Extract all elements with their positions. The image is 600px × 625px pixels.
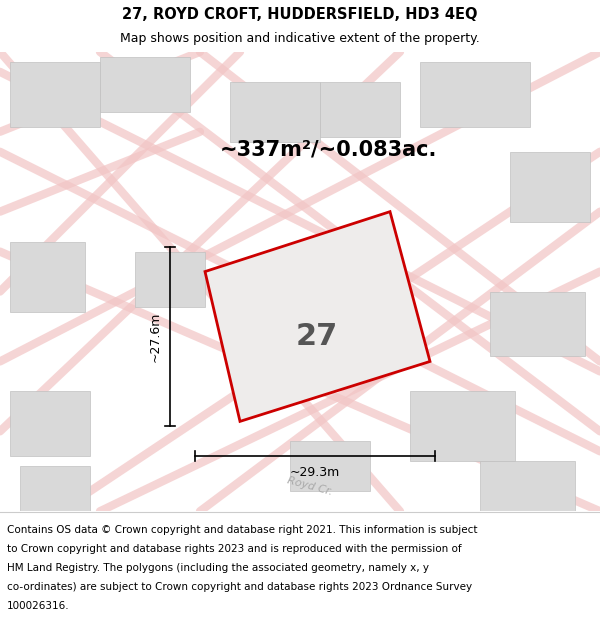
Text: Royd Cr.: Royd Cr. xyxy=(286,476,334,497)
Text: 100026316.: 100026316. xyxy=(7,601,70,611)
Text: HM Land Registry. The polygons (including the associated geometry, namely x, y: HM Land Registry. The polygons (includin… xyxy=(7,563,429,573)
Bar xyxy=(10,62,100,127)
Bar xyxy=(410,391,515,461)
Text: to Crown copyright and database rights 2023 and is reproduced with the permissio: to Crown copyright and database rights 2… xyxy=(7,544,462,554)
Bar xyxy=(100,57,190,112)
Bar xyxy=(510,152,590,222)
Bar xyxy=(290,441,370,491)
Text: Map shows position and indicative extent of the property.: Map shows position and indicative extent… xyxy=(120,32,480,46)
Bar xyxy=(490,291,585,356)
Bar xyxy=(320,82,400,137)
Bar xyxy=(420,62,530,127)
Bar xyxy=(10,242,85,311)
Text: ~337m²/~0.083ac.: ~337m²/~0.083ac. xyxy=(220,140,437,160)
Text: 27, ROYD CROFT, HUDDERSFIELD, HD3 4EQ: 27, ROYD CROFT, HUDDERSFIELD, HD3 4EQ xyxy=(122,7,478,22)
Bar xyxy=(10,391,90,456)
Bar xyxy=(20,466,90,511)
Text: ~29.3m: ~29.3m xyxy=(290,466,340,479)
Bar xyxy=(230,82,320,142)
Bar xyxy=(480,461,575,511)
Bar xyxy=(135,252,205,306)
Text: 27: 27 xyxy=(295,322,337,351)
Text: ~27.6m: ~27.6m xyxy=(149,311,162,362)
Polygon shape xyxy=(205,212,430,421)
Text: co-ordinates) are subject to Crown copyright and database rights 2023 Ordnance S: co-ordinates) are subject to Crown copyr… xyxy=(7,582,472,592)
Text: Contains OS data © Crown copyright and database right 2021. This information is : Contains OS data © Crown copyright and d… xyxy=(7,525,478,535)
